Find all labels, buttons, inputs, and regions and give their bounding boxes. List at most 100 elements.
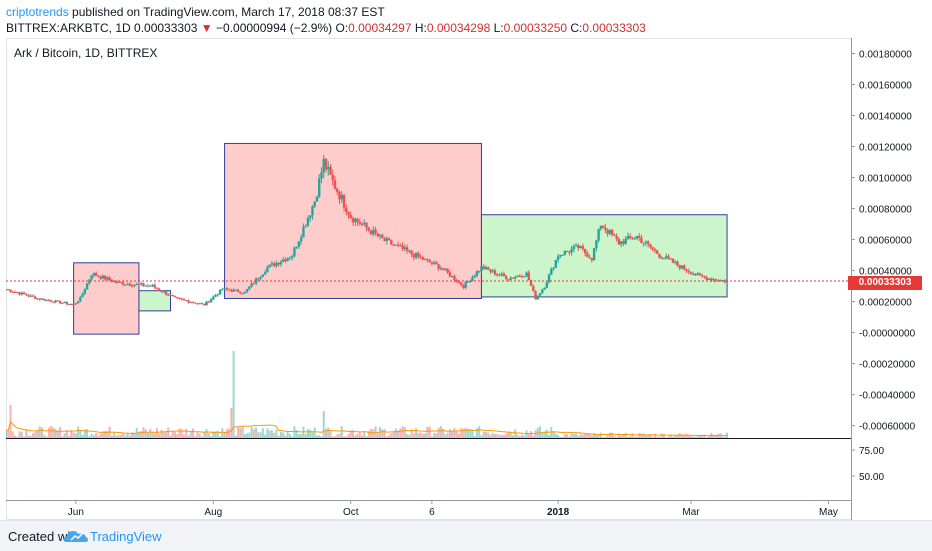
candle-body [13, 292, 17, 294]
candle-body [286, 258, 289, 262]
candle-body [248, 286, 251, 290]
candle-body [660, 257, 663, 259]
volume-bar [590, 435, 593, 438]
candle-body [712, 279, 715, 281]
volume-bar [633, 436, 636, 438]
volume-bar [329, 429, 332, 438]
volume-bar [498, 434, 501, 438]
volume-series [5, 351, 729, 438]
volume-bar [356, 433, 359, 438]
volume-bar [52, 427, 55, 438]
volume-bar [665, 437, 668, 438]
volume-bar [703, 434, 706, 438]
candle-body [516, 275, 519, 278]
volume-bar [318, 435, 321, 438]
volume-bar [424, 433, 427, 438]
candle-body [644, 241, 648, 243]
volume-bar [286, 431, 289, 438]
volume-bar [390, 433, 393, 438]
candle-body [439, 268, 443, 270]
volume-bar [493, 433, 496, 438]
volume-bar [255, 427, 258, 438]
candle-body [187, 300, 190, 303]
volume-bar [473, 436, 476, 438]
volume-bar [97, 435, 100, 438]
volume-bar [629, 436, 632, 438]
candle-body [358, 221, 361, 225]
volume-bar [187, 435, 190, 438]
volume-bar [489, 434, 492, 438]
volume-bar [658, 436, 661, 438]
candle-body [340, 194, 343, 200]
volume-bar [83, 429, 86, 438]
candle-body [719, 280, 722, 282]
volume-bar [394, 428, 397, 438]
candle-body [581, 246, 585, 249]
volume-bar [649, 434, 652, 438]
candle-body [49, 300, 53, 302]
candle-body [293, 247, 296, 257]
candle-body [22, 292, 26, 295]
candle-body [266, 267, 269, 273]
volume-bar [63, 433, 66, 438]
candle-body [376, 233, 379, 237]
author-link[interactable]: criptotrends [6, 5, 69, 19]
candle-body [54, 300, 57, 303]
volume-bar [86, 429, 89, 438]
volume-bar [174, 432, 176, 438]
volume-bar [469, 429, 472, 438]
volume-bar [548, 434, 551, 438]
price-tick-label: 0.00140000 [859, 112, 912, 123]
candle-body [200, 303, 204, 305]
volume-bar [38, 426, 41, 438]
volume-bar [340, 426, 343, 438]
candle-body [572, 246, 576, 250]
candle-body [414, 253, 418, 258]
candle-body [347, 211, 350, 216]
volume-bar [444, 434, 447, 438]
volume-bar [300, 433, 303, 438]
volume-bar [315, 435, 318, 438]
volume-bar [717, 434, 720, 438]
candle-body [306, 217, 310, 227]
price-chart[interactable]: 0.00180000 0.00160000 0.00140000 0.00120000… [4, 38, 926, 520]
candle-body [394, 244, 398, 246]
volume-bar [104, 430, 107, 438]
candle-body [236, 289, 240, 293]
volume-bar [74, 433, 77, 438]
time-tick-label: May [819, 507, 838, 518]
candle-body [703, 276, 706, 278]
candle-body [647, 241, 650, 245]
chart-area[interactable]: 0.00180000 0.00160000 0.00140000 0.00120000… [4, 38, 926, 520]
tradingview-link[interactable]: TradingView [64, 529, 162, 544]
volume-bar [243, 434, 246, 438]
candle-body [710, 278, 713, 281]
volume-bar [435, 433, 438, 438]
volume-bar [194, 435, 197, 438]
volume-bar [293, 426, 296, 438]
candle-body [227, 289, 231, 291]
volume-bar [239, 428, 242, 438]
volume-bar [221, 428, 224, 438]
candle-body [626, 236, 630, 239]
candle-body [450, 275, 454, 277]
candle-body [257, 278, 260, 280]
candle-body [417, 253, 420, 257]
volume-bar [446, 432, 449, 438]
candle-body [694, 273, 697, 276]
candle-body [473, 275, 476, 278]
candle-body [194, 302, 197, 304]
volume-bar [234, 435, 237, 438]
volume-bar [714, 435, 717, 438]
volume-bar [584, 433, 587, 438]
volume-bar [379, 427, 382, 438]
candle-body [426, 258, 429, 260]
volume-bar [521, 434, 524, 438]
volume-bar [59, 426, 62, 438]
candle-body [547, 274, 551, 283]
candle-body [457, 281, 461, 283]
time-tick-label: 6 [429, 507, 435, 518]
volume-bar [203, 431, 206, 438]
volume-bar [385, 436, 388, 438]
volume-bar [376, 433, 379, 438]
